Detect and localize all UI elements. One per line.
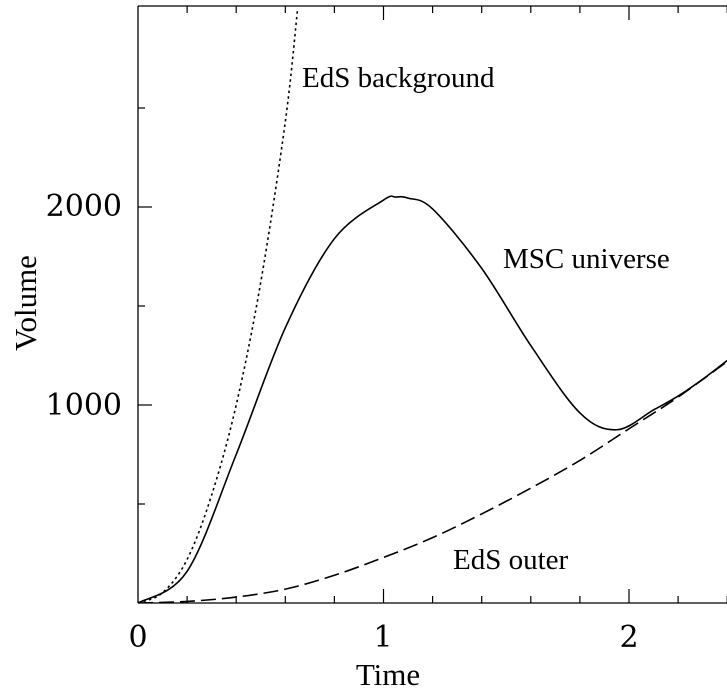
series-lines [138,8,727,603]
x-tick-label-1: 1 [373,620,392,655]
eds-outer-label: EdS outer [453,544,569,576]
eds-background-label: EdS background [302,62,495,94]
series-line-msc-universe [138,195,727,603]
x-tick-label-2: 2 [619,620,638,655]
y-axis-label: Volume [8,255,43,351]
y-tick-label-2000: 2000 [46,189,122,224]
plot-frame [137,5,727,604]
axis-ticks [138,6,727,603]
x-tick-label-0: 0 [128,620,147,655]
series-line-eds-background [138,8,299,603]
y-tick-label-1000: 1000 [46,388,122,423]
series-line-eds-outer [138,360,727,603]
msc-universe-label: MSC universe [503,243,670,275]
x-axis-label: Time [356,657,420,691]
